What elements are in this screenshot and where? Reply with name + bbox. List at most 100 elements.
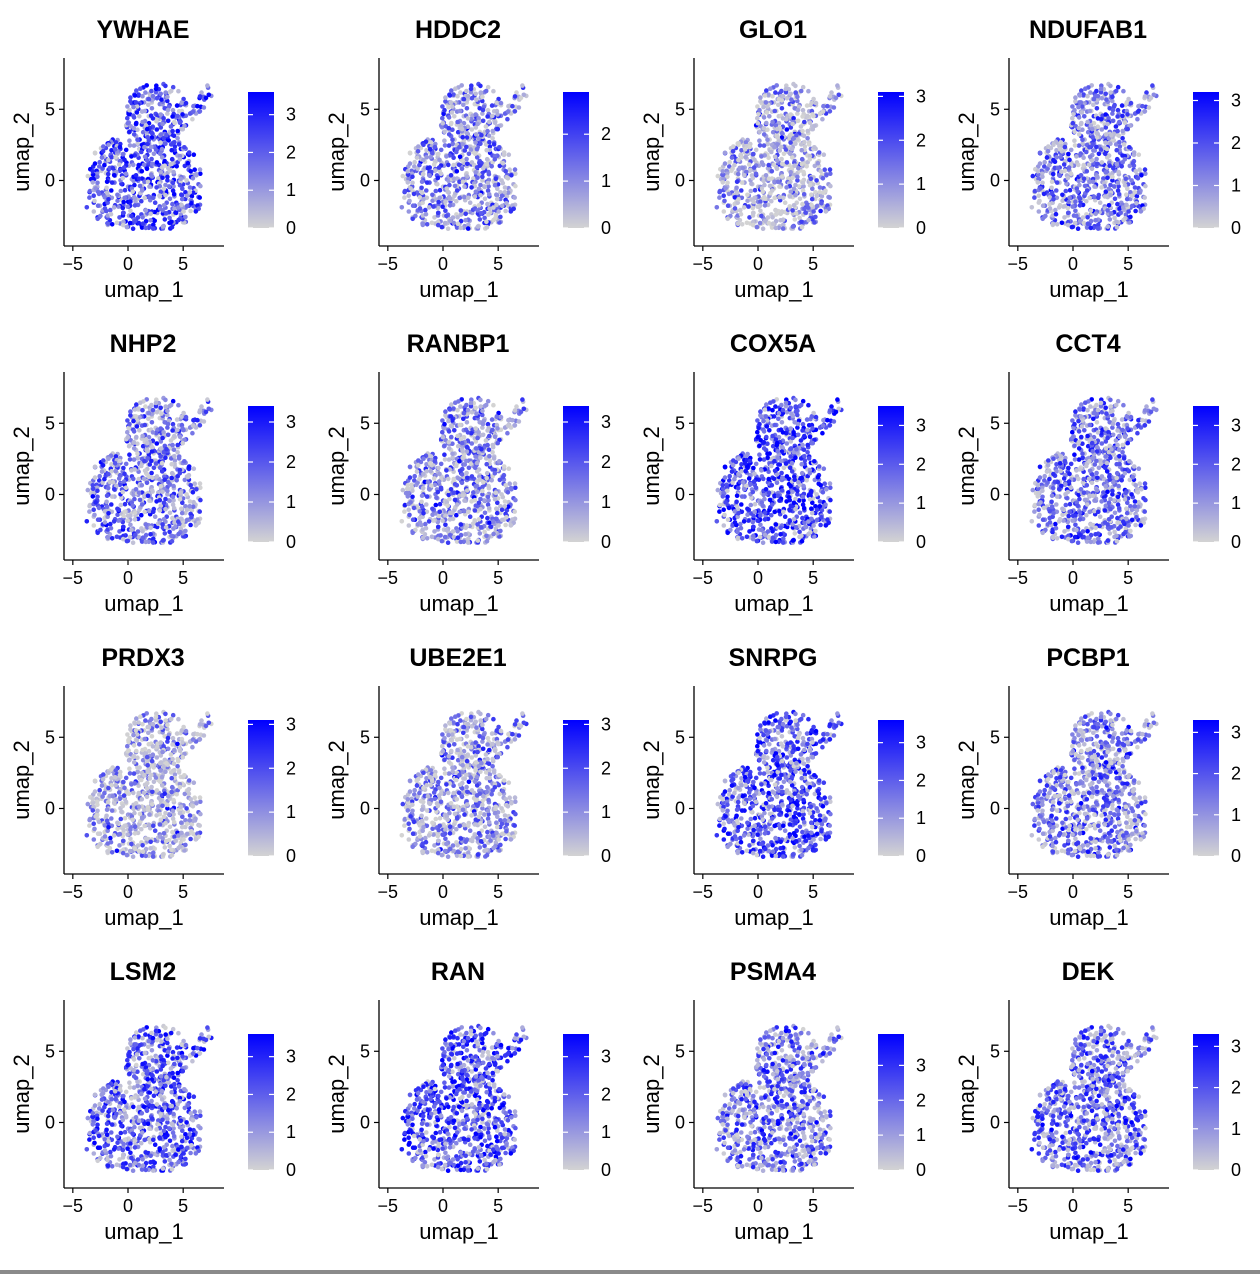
cell-point (747, 168, 753, 174)
cell-point (446, 429, 452, 434)
cell-point (444, 527, 449, 533)
cell-point (488, 210, 493, 215)
cell-point (100, 149, 106, 154)
cell-point (1108, 182, 1113, 188)
cell-point (485, 180, 491, 186)
cell-point (769, 512, 774, 518)
cell-point (1128, 190, 1133, 195)
cell-point (479, 132, 484, 138)
x-tick-label: 0 (123, 254, 133, 274)
cell-point (444, 468, 449, 473)
x-axis-label: umap_1 (104, 277, 184, 302)
cell-point (496, 96, 501, 102)
cell-point (1040, 180, 1045, 186)
cell-point (466, 509, 471, 515)
cell-point (405, 169, 411, 174)
cell-point (173, 210, 178, 215)
cell-point (458, 123, 464, 128)
cell-point (1059, 220, 1065, 226)
cell-point (421, 456, 426, 461)
cell-point (778, 211, 783, 217)
cell-point (1057, 173, 1062, 178)
cell-point (463, 218, 468, 223)
cell-point (755, 418, 760, 423)
x-tick-label: −5 (378, 568, 399, 588)
cell-point (1077, 196, 1083, 201)
cell-point (149, 156, 154, 162)
cell-point (485, 502, 491, 507)
cell-point (1088, 90, 1093, 95)
cell-point (138, 400, 143, 405)
cell-point (136, 92, 141, 97)
cell-point (139, 539, 145, 544)
cell-point (457, 493, 462, 498)
cell-point (465, 430, 471, 435)
feature-panel-ndufab1: NDUFAB1 −5 0 5 0 5 umap_1 umap_2 0 1 2 3 (945, 0, 1260, 314)
cell-point (197, 509, 202, 514)
colorbar-tick-label: 2 (601, 124, 611, 144)
cell-point (789, 155, 795, 160)
cell-point (1142, 167, 1148, 172)
cell-point (122, 471, 127, 477)
cell-point (424, 502, 429, 507)
cell-point (820, 109, 826, 114)
cell-point (761, 115, 767, 120)
cell-point (777, 184, 782, 189)
cell-point (1058, 154, 1063, 160)
cell-point (475, 489, 480, 495)
cell-point (91, 176, 96, 182)
cell-point (764, 120, 769, 126)
cell-point (1085, 221, 1091, 226)
cell-point (127, 129, 132, 134)
cell-point (122, 157, 127, 163)
cell-point (742, 147, 748, 152)
cell-point (118, 502, 124, 508)
cell-point (185, 160, 191, 166)
colorbar-tick-label: 0 (601, 218, 611, 238)
cell-point (1093, 218, 1098, 223)
cell-point (450, 137, 455, 143)
cell-point (436, 513, 441, 519)
colorbar-tick-label: 0 (286, 532, 296, 552)
cell-point (464, 470, 469, 476)
cell-point (1125, 126, 1130, 132)
cell-point (109, 180, 115, 185)
cell-point (770, 119, 775, 125)
cell-point (486, 498, 491, 503)
cell-point (772, 179, 777, 184)
cell-point (131, 476, 136, 482)
cell-point (1106, 186, 1112, 192)
cell-point (487, 119, 492, 125)
cell-point (503, 483, 508, 488)
cell-point (171, 483, 176, 489)
cell-point (144, 397, 149, 402)
cell-point (114, 483, 119, 489)
cell-point (1135, 109, 1141, 114)
cell-point (773, 208, 779, 213)
cell-point (793, 83, 798, 89)
cell-point (492, 434, 498, 439)
cell-point (732, 195, 738, 200)
cell-point (1035, 180, 1041, 185)
cell-point (499, 178, 504, 183)
colorbar-tick-label: 2 (286, 142, 296, 162)
cell-point (165, 107, 171, 113)
cell-point (179, 510, 185, 516)
cell-point (160, 224, 166, 229)
cell-point (141, 476, 147, 482)
cell-point (745, 192, 750, 198)
cell-point (758, 199, 763, 204)
cell-point (1135, 116, 1140, 122)
cell-point (750, 222, 756, 228)
cell-point (201, 105, 207, 110)
cell-point (129, 527, 134, 533)
cell-point (794, 132, 799, 138)
cell-point (427, 173, 432, 178)
cell-point (443, 409, 448, 414)
cell-point (458, 532, 464, 538)
cell-point (143, 539, 149, 545)
cell-point (1117, 119, 1122, 125)
cell-point (1073, 208, 1078, 214)
cell-point (142, 509, 147, 515)
cell-point (1133, 169, 1138, 174)
